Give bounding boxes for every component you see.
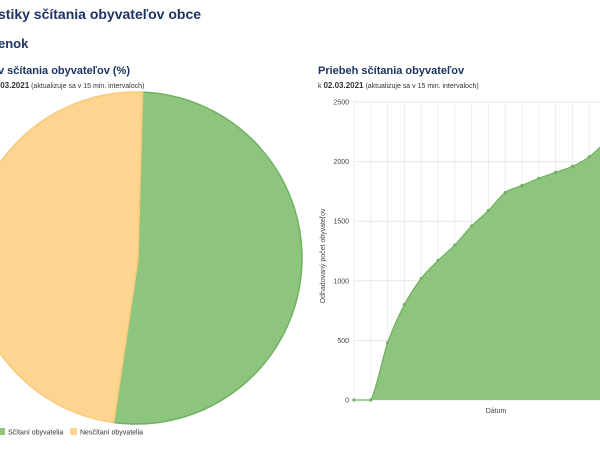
pie-slice-not-counted: [0, 91, 144, 424]
pie-chart-date: .03.2021: [0, 81, 30, 90]
legend-swatch: [70, 428, 77, 435]
pie-chart-note: (aktualizuje sa v 15 min. intervaloch): [31, 83, 145, 90]
x-axis-title: Dátum: [486, 408, 507, 415]
data-point: [419, 276, 423, 281]
line-chart-subtitle: k 02.03.2021 (aktualizuje sa v 15 min. i…: [318, 81, 479, 90]
data-point: [587, 155, 591, 159]
legend-swatch: [0, 428, 5, 435]
y-axis-title: Odhadovaný počet obyvateľov: [320, 208, 327, 303]
page-title: stiky sčítania obyvateľov obce: [0, 6, 202, 22]
data-point: [537, 176, 541, 180]
pie-chart: Sčítaní obyvatelia Nesčítaní obyvatelia: [0, 91, 303, 437]
data-point: [570, 164, 575, 168]
y-tick-label: 500: [337, 338, 349, 345]
data-point: [486, 208, 490, 213]
y-tick-label: 2000: [333, 159, 349, 166]
y-tick-label: 2500: [333, 100, 349, 107]
line-chart-date-prefix: k: [318, 83, 322, 90]
line-chart-title: Priebeh sčítania obyvateľov: [318, 65, 465, 77]
legend-item: Nesčítaní obyvatelia: [70, 428, 143, 437]
data-point: [470, 224, 474, 228]
area-line: [354, 146, 600, 401]
legend-item: Sčítaní obyvatelia: [0, 428, 63, 437]
section-title: enok: [0, 36, 29, 51]
data-point: [554, 170, 558, 174]
data-point: [386, 341, 390, 345]
y-tick-label: 1000: [333, 278, 349, 285]
data-point: [402, 303, 406, 307]
data-point: [453, 243, 457, 247]
line-chart-note: (aktualizuje sa v 15 min. intervaloch): [365, 83, 479, 90]
data-point: [436, 258, 440, 263]
data-point: [520, 183, 524, 188]
y-tick-label: 0: [345, 398, 349, 405]
pie-slice-counted: [112, 91, 303, 425]
pie-chart-subtitle: .03.2021 (aktualizuje sa v 15 min. inter…: [0, 81, 144, 90]
line-chart-date: 02.03.2021: [323, 81, 364, 90]
pie-chart-title: v sčítania obyvateľov (%): [0, 65, 131, 77]
area-fill: [354, 147, 600, 400]
y-tick-label: 1500: [333, 219, 349, 226]
data-point: [369, 398, 373, 402]
data-point: [352, 398, 356, 402]
legend-label: Sčítaní obyvatelia: [8, 430, 63, 437]
data-point: [503, 190, 507, 195]
legend-label: Nesčítaní obyvatelia: [80, 430, 143, 437]
